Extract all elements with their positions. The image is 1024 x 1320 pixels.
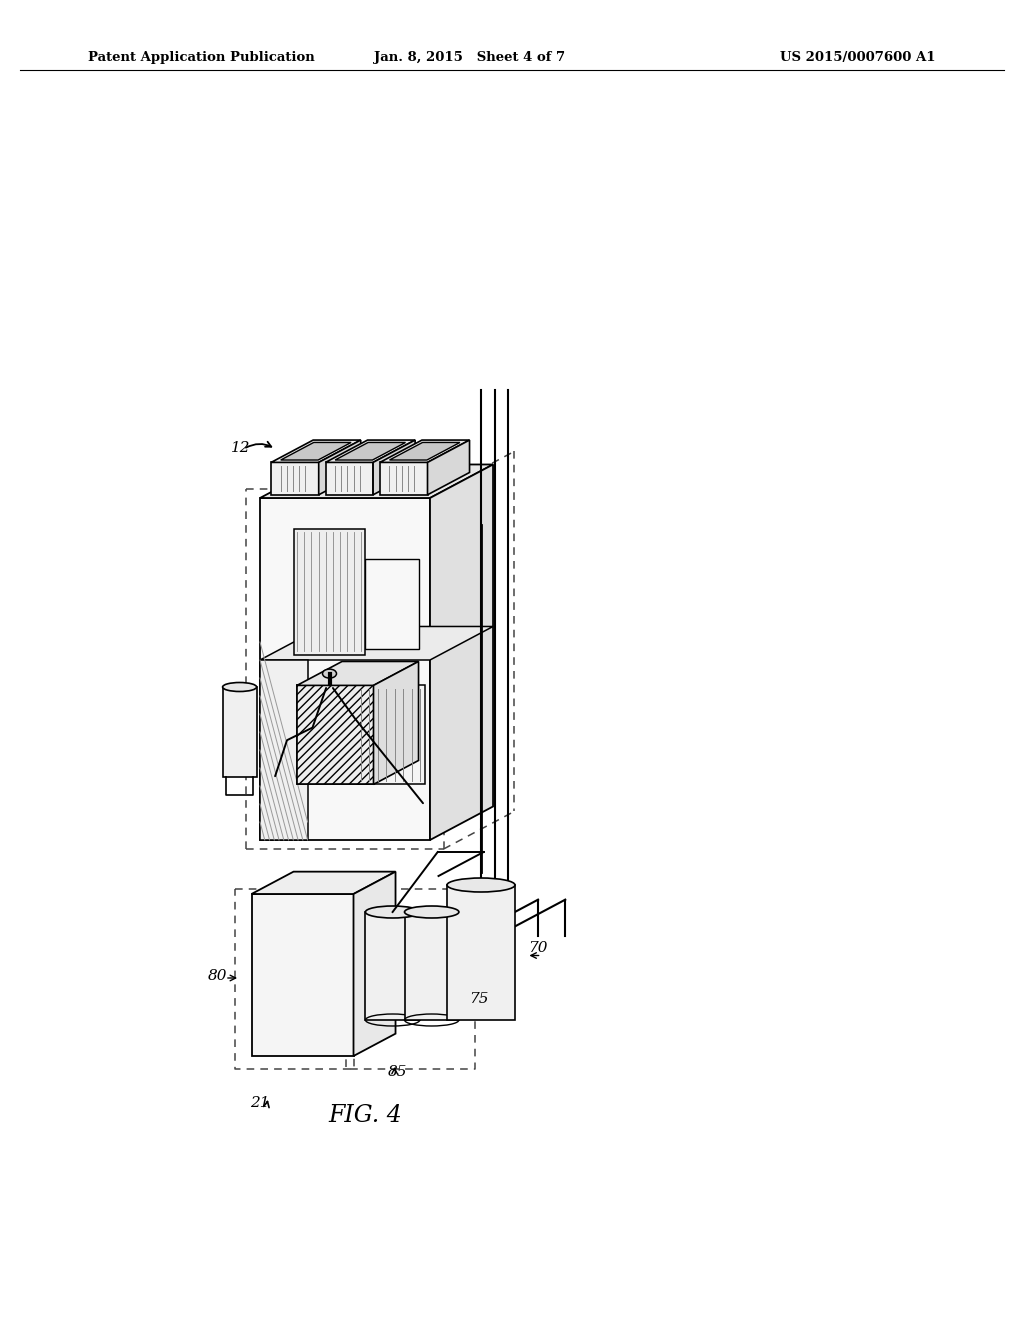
Text: FIG. 4: FIG. 4: [328, 1105, 401, 1127]
Polygon shape: [404, 912, 459, 1020]
Polygon shape: [294, 529, 365, 655]
Ellipse shape: [404, 906, 459, 917]
Polygon shape: [326, 462, 373, 495]
Polygon shape: [356, 685, 425, 784]
Polygon shape: [260, 660, 307, 840]
Polygon shape: [297, 661, 419, 685]
Polygon shape: [366, 912, 420, 1020]
Polygon shape: [430, 465, 493, 840]
Text: 80: 80: [208, 969, 227, 983]
Polygon shape: [373, 440, 415, 495]
Polygon shape: [260, 465, 493, 498]
Polygon shape: [252, 871, 395, 894]
Text: 70: 70: [528, 941, 548, 956]
Polygon shape: [365, 560, 420, 649]
Text: 75: 75: [469, 991, 488, 1006]
Text: US 2015/0007600 A1: US 2015/0007600 A1: [780, 50, 936, 63]
Polygon shape: [326, 440, 415, 462]
Text: 21: 21: [250, 1096, 269, 1110]
Polygon shape: [297, 685, 374, 784]
Text: 85: 85: [388, 1065, 408, 1078]
Polygon shape: [260, 627, 493, 660]
Ellipse shape: [222, 682, 257, 692]
Ellipse shape: [323, 669, 337, 678]
Polygon shape: [260, 498, 430, 840]
Polygon shape: [222, 686, 257, 777]
Polygon shape: [335, 442, 406, 459]
Polygon shape: [271, 462, 318, 495]
Polygon shape: [271, 440, 360, 462]
Polygon shape: [447, 884, 515, 1020]
Polygon shape: [380, 440, 470, 462]
Text: Jan. 8, 2015   Sheet 4 of 7: Jan. 8, 2015 Sheet 4 of 7: [375, 50, 565, 63]
Polygon shape: [353, 871, 395, 1056]
Polygon shape: [380, 462, 427, 495]
Ellipse shape: [447, 878, 515, 892]
Text: 12: 12: [230, 441, 250, 455]
Polygon shape: [318, 440, 360, 495]
Text: Patent Application Publication: Patent Application Publication: [88, 50, 314, 63]
Ellipse shape: [366, 906, 420, 917]
Polygon shape: [252, 894, 353, 1056]
Polygon shape: [427, 440, 470, 495]
Polygon shape: [297, 685, 374, 784]
Polygon shape: [389, 442, 460, 459]
Polygon shape: [374, 661, 419, 784]
Polygon shape: [281, 442, 351, 459]
